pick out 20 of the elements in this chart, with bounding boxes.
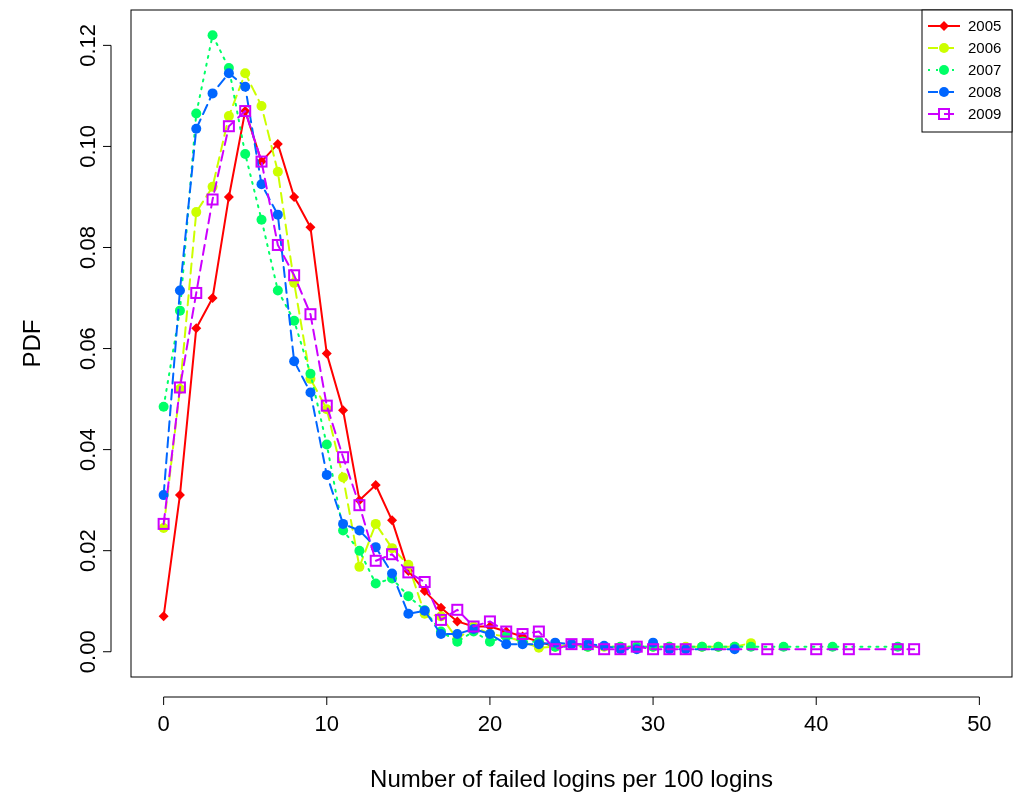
- x-tick-label: 40: [803, 711, 829, 736]
- x-axis-title: Number of failed logins per 100 logins: [370, 765, 773, 792]
- legend-label: 2007: [968, 61, 1002, 78]
- x-tick-label: 30: [640, 711, 666, 736]
- y-tick-label: 0.02: [75, 529, 100, 573]
- y-axis-title: PDF: [18, 319, 45, 368]
- y-tick-label: 0.08: [75, 226, 100, 269]
- legend-label: 2005: [968, 17, 1002, 34]
- x-tick-label: 0: [157, 711, 170, 736]
- y-tick-label: 0.12: [75, 23, 100, 67]
- legend-label: 2008: [968, 83, 1002, 100]
- y-tick-label: 0.06: [75, 327, 100, 370]
- y-tick-label: 0.00: [75, 630, 100, 674]
- y-tick-label: 0.04: [75, 428, 100, 472]
- x-tick-label: 10: [314, 711, 340, 736]
- legend-label: 2009: [968, 105, 1002, 122]
- x-tick-label: 50: [967, 711, 992, 736]
- legend-label: 2006: [968, 39, 1002, 56]
- y-tick-label: 0.10: [75, 125, 100, 168]
- x-tick-label: 20: [477, 711, 503, 736]
